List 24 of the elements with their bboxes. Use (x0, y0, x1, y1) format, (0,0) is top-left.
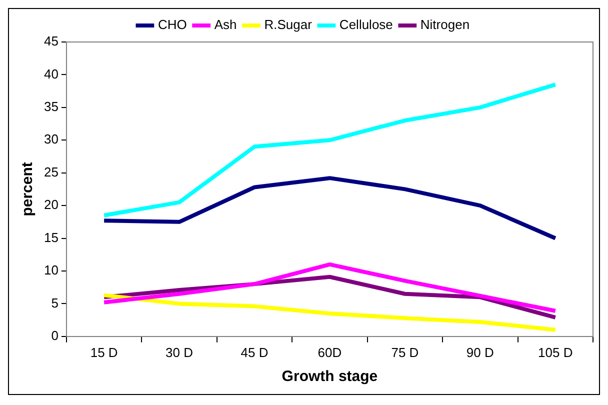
y-tick-label: 30 (44, 132, 58, 147)
y-tick-label: 20 (44, 197, 58, 212)
legend-label: CHO (158, 17, 187, 32)
y-tick-label: 45 (44, 34, 58, 49)
x-tick-label: 105 D (538, 344, 573, 360)
y-tick-label: 15 (44, 230, 58, 245)
y-tick-label: 10 (44, 262, 58, 278)
x-tick-label: 45 D (240, 344, 268, 360)
x-tick-label: 30 D (166, 344, 194, 360)
x-axis-title: Growth stage (282, 368, 378, 386)
y-tick-label: 5 (51, 295, 58, 310)
x-tick-label: 15 D (90, 344, 118, 360)
x-tick-label: 75 D (391, 344, 419, 360)
y-axis-title: percent (19, 162, 36, 216)
legend-label: Nitrogen (420, 17, 470, 32)
y-tick-label: 0 (51, 328, 58, 343)
y-tick-label: 25 (44, 164, 58, 180)
legend-label: Ash (214, 17, 237, 32)
y-tick-label: 40 (44, 66, 58, 82)
y-tick-label: 35 (44, 99, 58, 114)
x-tick-label: 90 D (466, 344, 494, 360)
legend-label: Cellulose (339, 17, 393, 32)
x-tick-label: 60D (318, 344, 342, 360)
legend-label: R.Sugar (264, 17, 313, 32)
